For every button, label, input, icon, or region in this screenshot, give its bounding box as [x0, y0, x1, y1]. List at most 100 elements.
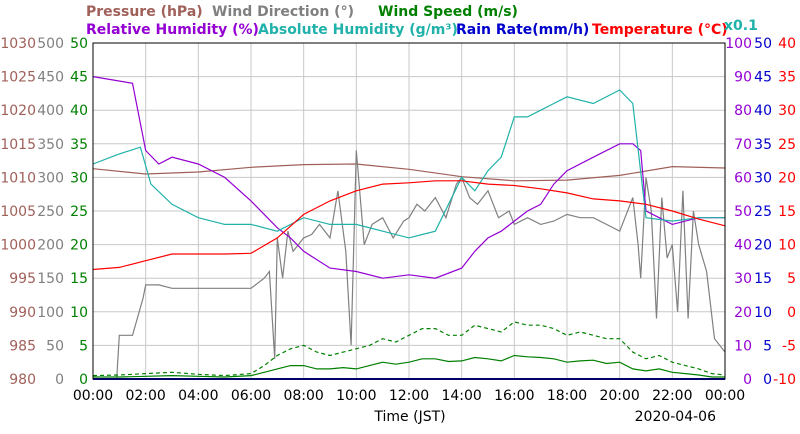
tick-label-wind-direction: 350 [37, 137, 64, 153]
tick-label-wind-speed: 40 [70, 103, 88, 119]
tick-label-time: 08:00 [283, 388, 323, 404]
series-line-temperature-c [92, 180, 726, 271]
tick-label-wind-speed: 25 [70, 204, 88, 220]
tick-label-rain-rate: 5 [763, 338, 772, 354]
tick-label-wind-speed: 20 [70, 238, 88, 254]
tick-label-temperature: 40 [778, 36, 796, 52]
series-line-pressure-hpa [92, 163, 726, 182]
tick-label-wind-speed: 35 [70, 137, 88, 153]
tick-label-pressure: 1025 [0, 70, 36, 86]
series-line-wind-speed-gust-m-s [92, 321, 726, 377]
legend-item: Relative Humidity (%) [86, 22, 259, 38]
tick-label-pressure: 1015 [0, 137, 36, 153]
tick-label-time: 14:00 [441, 388, 481, 404]
tick-label-wind-speed: 45 [70, 70, 88, 86]
tick-label-time: 20:00 [599, 388, 639, 404]
tick-label-wind-direction: 150 [37, 271, 64, 287]
right-axes: 1009080706050403020100504540353025201510… [725, 36, 796, 388]
tick-label-time: 22:00 [652, 388, 692, 404]
tick-label-pressure: 1005 [0, 204, 36, 220]
tick-label-temperature: -10 [773, 372, 796, 388]
legend-item: Pressure (hPa) [86, 4, 203, 20]
tick-label-relative-humidity: 80 [734, 103, 752, 119]
series-line-wind-direction [93, 150, 726, 380]
tick-label-rain-rate: 0 [763, 372, 772, 388]
grid-lines [93, 43, 725, 379]
tick-label-relative-humidity: 50 [734, 204, 752, 220]
tick-label-pressure: 995 [9, 271, 36, 287]
tick-label-rain-rate: 15 [754, 271, 772, 287]
tick-label-relative-humidity: 0 [743, 372, 752, 388]
series-line-absolute-humidity-g-m [92, 89, 725, 239]
tick-label-time: 04:00 [178, 388, 218, 404]
tick-label-wind-direction: 0 [55, 372, 64, 388]
tick-label-relative-humidity: 70 [734, 137, 752, 153]
legend-item: Absolute Humidity (g/m³) [258, 22, 458, 38]
legend-item: Wind Speed (m/s) [378, 4, 518, 20]
tick-label-wind-direction: 400 [37, 103, 64, 119]
tick-label-relative-humidity: 40 [734, 238, 752, 254]
tick-label-temperature: 5 [787, 271, 796, 287]
tick-label-wind-speed: 15 [70, 271, 88, 287]
tick-label-wind-direction: 500 [37, 36, 64, 52]
tick-label-pressure: 985 [9, 338, 36, 354]
tick-label-relative-humidity: 100 [725, 36, 752, 52]
tick-label-time: 18:00 [547, 388, 587, 404]
tick-label-temperature: 20 [778, 170, 796, 186]
tick-label-wind-direction: 450 [37, 70, 64, 86]
legend: Pressure (hPa) Wind Direction (°) Wind Spe… [86, 4, 758, 38]
tick-label-wind-speed: 30 [70, 170, 88, 186]
legend-item: Wind Direction (°) [212, 4, 354, 20]
tick-label-relative-humidity: 30 [734, 271, 752, 287]
tick-label-pressure: 990 [9, 305, 36, 321]
tick-label-wind-speed: 10 [70, 305, 88, 321]
legend-item: Rain Rate(mm/h) [456, 22, 589, 38]
tick-label-time: 16:00 [494, 388, 534, 404]
tick-label-temperature: 0 [787, 305, 796, 321]
tick-label-temperature: 15 [778, 204, 796, 220]
tick-label-temperature: -5 [782, 338, 796, 354]
tick-label-time: 00:00 [705, 388, 745, 404]
tick-label-temperature: 10 [778, 238, 796, 254]
tick-label-pressure: 980 [9, 372, 36, 388]
tick-label-rain-rate: 10 [754, 305, 772, 321]
tick-label-rain-rate: 45 [754, 70, 772, 86]
tick-label-wind-direction: 50 [46, 338, 64, 354]
left-axes: 1030102510201015101010051000995990985980… [0, 36, 88, 388]
x-axis-label: Time (JST) [373, 409, 445, 425]
tick-label-rain-rate: 35 [754, 137, 772, 153]
tick-label-relative-humidity: 60 [734, 170, 752, 186]
tick-label-wind-direction: 300 [37, 170, 64, 186]
tick-label-wind-direction: 200 [37, 238, 64, 254]
tick-label-temperature: 35 [778, 70, 796, 86]
tick-label-pressure: 1030 [0, 36, 36, 52]
tick-label-time: 10:00 [336, 388, 376, 404]
tick-label-rain-rate: 20 [754, 238, 772, 254]
tick-label-time: 12:00 [389, 388, 429, 404]
tick-label-wind-speed: 0 [79, 372, 88, 388]
tick-label-relative-humidity: 90 [734, 70, 752, 86]
tick-label-pressure: 1010 [0, 170, 36, 186]
series-line-relative-humidity [92, 76, 725, 279]
tick-label-wind-direction: 100 [37, 305, 64, 321]
tick-label-time: 06:00 [231, 388, 271, 404]
tick-label-wind-speed: 50 [70, 36, 88, 52]
tick-label-pressure: 1000 [0, 238, 36, 254]
tick-label-time: 02:00 [125, 388, 165, 404]
plot-frame [92, 42, 726, 380]
tick-label-rain-rate: 50 [754, 36, 772, 52]
tick-label-wind-speed: 5 [79, 338, 88, 354]
tick-label-rain-rate: 25 [754, 204, 772, 220]
tick-label-rain-rate: 30 [754, 170, 772, 186]
date-label: 2020-04-06 [635, 409, 716, 425]
tick-label-rain-rate: 40 [754, 103, 772, 119]
tick-label-time: 00:00 [73, 388, 113, 404]
tick-label-relative-humidity: 20 [734, 305, 752, 321]
x-axis: 00:00 02:00 04:00 06:00 08:00 10:00 12:00 14:00… [73, 388, 745, 404]
scale-note: x0.1 [724, 18, 758, 34]
tick-label-wind-direction: 250 [37, 204, 64, 220]
legend-item: Temperature (°C) [592, 22, 728, 38]
tick-label-pressure: 1020 [0, 103, 36, 119]
tick-label-temperature: 25 [778, 137, 796, 153]
